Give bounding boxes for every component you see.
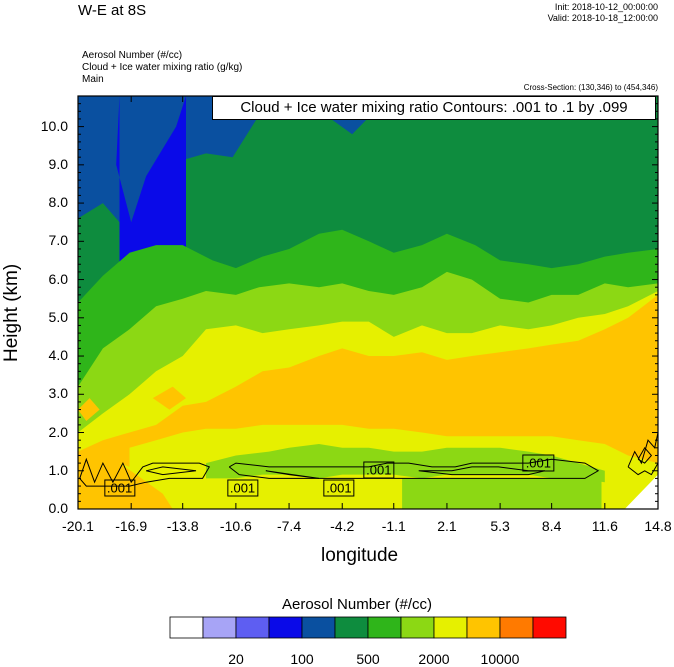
y-axis-label: Height (km) [1,263,22,362]
colorbar-swatch [169,616,204,639]
y-tick-label: 2.0 [48,423,68,440]
x-tick-label: -10.6 [219,518,252,534]
colorbar-swatch [499,616,534,639]
colorbar-swatch [433,616,468,639]
field-label-main: Main [82,74,104,85]
contour-label: .001 [226,479,259,497]
colorbar-swatch [532,616,567,639]
colorbar-swatch [268,616,303,639]
y-tick-label: 5.0 [48,308,68,325]
chart-title: W-E at 8S [78,2,147,19]
colorbar-label: 500 [356,651,380,667]
x-tick-label: -20.1 [62,518,94,534]
aerosol-region-13 [152,386,186,410]
y-tick-label: 3.0 [48,385,68,402]
field-label-aerosol: Aerosol Number (#/cc) [82,50,183,61]
y-tick-label: 8.0 [48,194,68,211]
valid-time: Valid: 2018-10-18_12:00:00 [547,13,658,23]
contour-line-6 [637,446,653,464]
y-tick-label: 9.0 [48,155,68,172]
aerosol-region-10 [402,478,602,509]
colorbar-label: 20 [228,651,244,667]
contour-line-3 [265,470,320,479]
colorbar [169,616,567,639]
colorbar-label: 2000 [418,651,450,667]
x-tick-label: 2.1 [437,518,457,534]
contour-line-0 [79,457,211,487]
contour-info-banner: Cloud + Ice water mixing ratio Contours:… [212,96,656,120]
contour-label: .001 [103,479,136,497]
x-tick-label: 8.4 [541,518,562,534]
contour-label: .001 [522,454,554,472]
colorbar-swatch [367,616,402,639]
x-tick-label: -7.4 [276,518,302,534]
y-tick-label: 0.0 [48,500,68,516]
colorbar-title: Aerosol Number (#/cc) [282,596,433,613]
x-tick-label: -16.9 [115,518,148,534]
contour-line-5 [627,432,658,476]
y-tick-label: 10.0 [40,117,68,134]
x-tick-label: 5.3 [490,518,510,534]
y-tick-label: 6.0 [48,270,68,287]
aerosol-shaded-field [78,96,658,509]
aerosol-region-14 [624,474,658,509]
x-tick-label: 14.8 [644,518,672,534]
colorbar-label: 10000 [480,651,520,667]
y-tick-label: 1.0 [48,461,68,478]
y-tick-label: 4.0 [48,347,68,364]
colorbar-label: 100 [290,651,314,667]
colorbar-swatch [202,616,237,639]
colorbar-swatch [235,616,270,639]
contour-line-4 [418,466,546,476]
contour-line-1 [145,466,197,476]
colorbar-swatch [334,616,369,639]
cloud-ice-contours [79,432,658,487]
x-tick-label: -1.1 [381,518,406,534]
colorbar-swatch [466,616,501,639]
x-tick-label: 11.6 [591,518,618,534]
x-axis-label: longitude [321,545,399,566]
x-tick-label: -13.8 [166,518,199,534]
contour-line-2 [228,458,600,479]
field-label-cloud-ice: Cloud + Ice water mixing ratio (g/kg) [82,62,243,73]
colorbar-swatch [400,616,435,639]
aerosol-region-12 [78,398,100,421]
x-tick-label: -4.2 [330,518,355,534]
contour-label: .001 [363,461,395,479]
colorbar-swatch [301,616,336,639]
init-time: Init: 2018-10-12_00:00:00 [554,2,658,12]
contour-label: .001 [323,479,355,497]
cross-section-label: Cross-Section: (130,346) to (454,346) [523,83,658,92]
y-tick-label: 7.0 [48,232,68,249]
